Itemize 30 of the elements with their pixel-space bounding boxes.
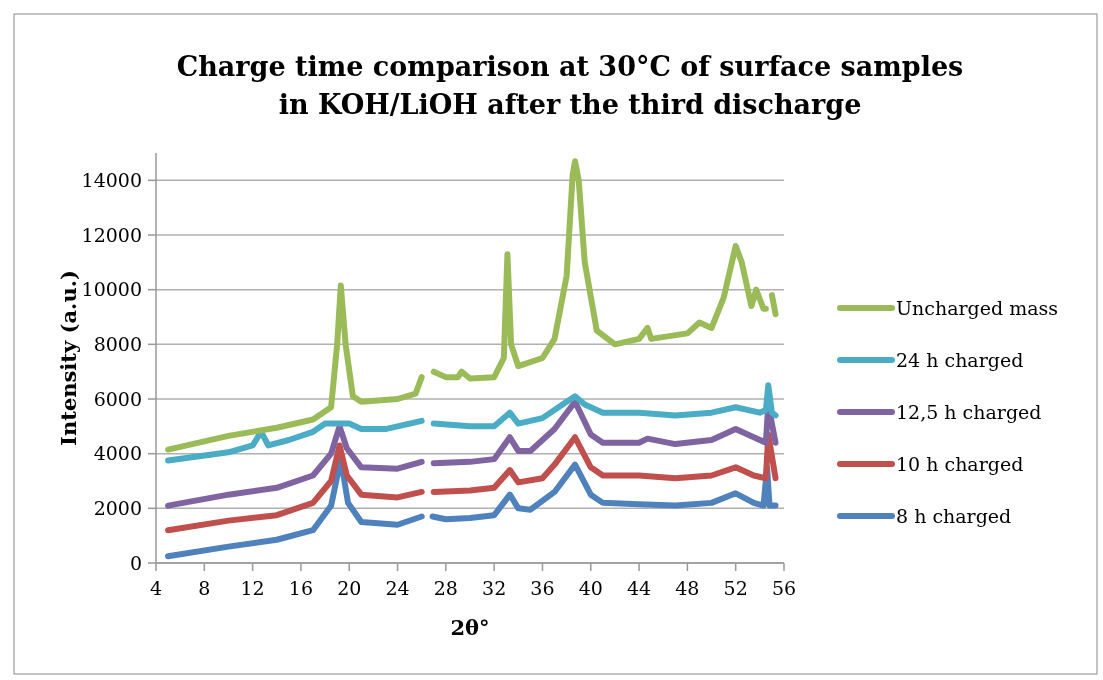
- y-tick-label: 10000: [81, 278, 142, 301]
- y-tick-label: 12000: [81, 223, 142, 246]
- y-tick-label: 14000: [81, 168, 142, 191]
- x-tick-label: 8: [198, 577, 211, 599]
- y-tick-label: 4000: [93, 442, 142, 465]
- x-tick-label: 36: [530, 577, 555, 599]
- x-tick-label: 4: [149, 577, 163, 599]
- legend-label: 8 h charged: [896, 504, 1012, 527]
- y-tick-label: 8000: [93, 332, 142, 355]
- legend-label: 24 h charged: [896, 348, 1024, 371]
- y-tick-label: 2000: [93, 496, 142, 519]
- x-tick-label: 12: [240, 577, 265, 599]
- x-tick-label: 32: [482, 577, 507, 599]
- x-tick-label: 44: [626, 577, 652, 599]
- legend-label: 12,5 h charged: [896, 400, 1042, 423]
- chart-title: Charge time comparison at 30°C of surface samples in KOH/LiOH after the third discharge: [176, 51, 964, 120]
- y-axis-title: Intensity (a.u.): [56, 270, 81, 446]
- x-tick-label: 52: [723, 577, 748, 599]
- x-tick-label: 56: [771, 577, 797, 599]
- x-tick-label: 40: [578, 577, 603, 599]
- y-tick-label: 6000: [93, 387, 142, 410]
- x-axis-title: 2θ°: [450, 615, 490, 640]
- x-tick-label: 48: [675, 577, 700, 599]
- x-tick-label: 28: [433, 577, 458, 599]
- x-tick-label: 16: [288, 577, 314, 599]
- y-tick-label: 0: [129, 551, 142, 574]
- legend-label: Uncharged mass: [896, 296, 1058, 319]
- x-tick-label: 20: [337, 577, 362, 599]
- x-tick-label: 24: [385, 577, 410, 599]
- legend-label: 10 h charged: [896, 452, 1024, 475]
